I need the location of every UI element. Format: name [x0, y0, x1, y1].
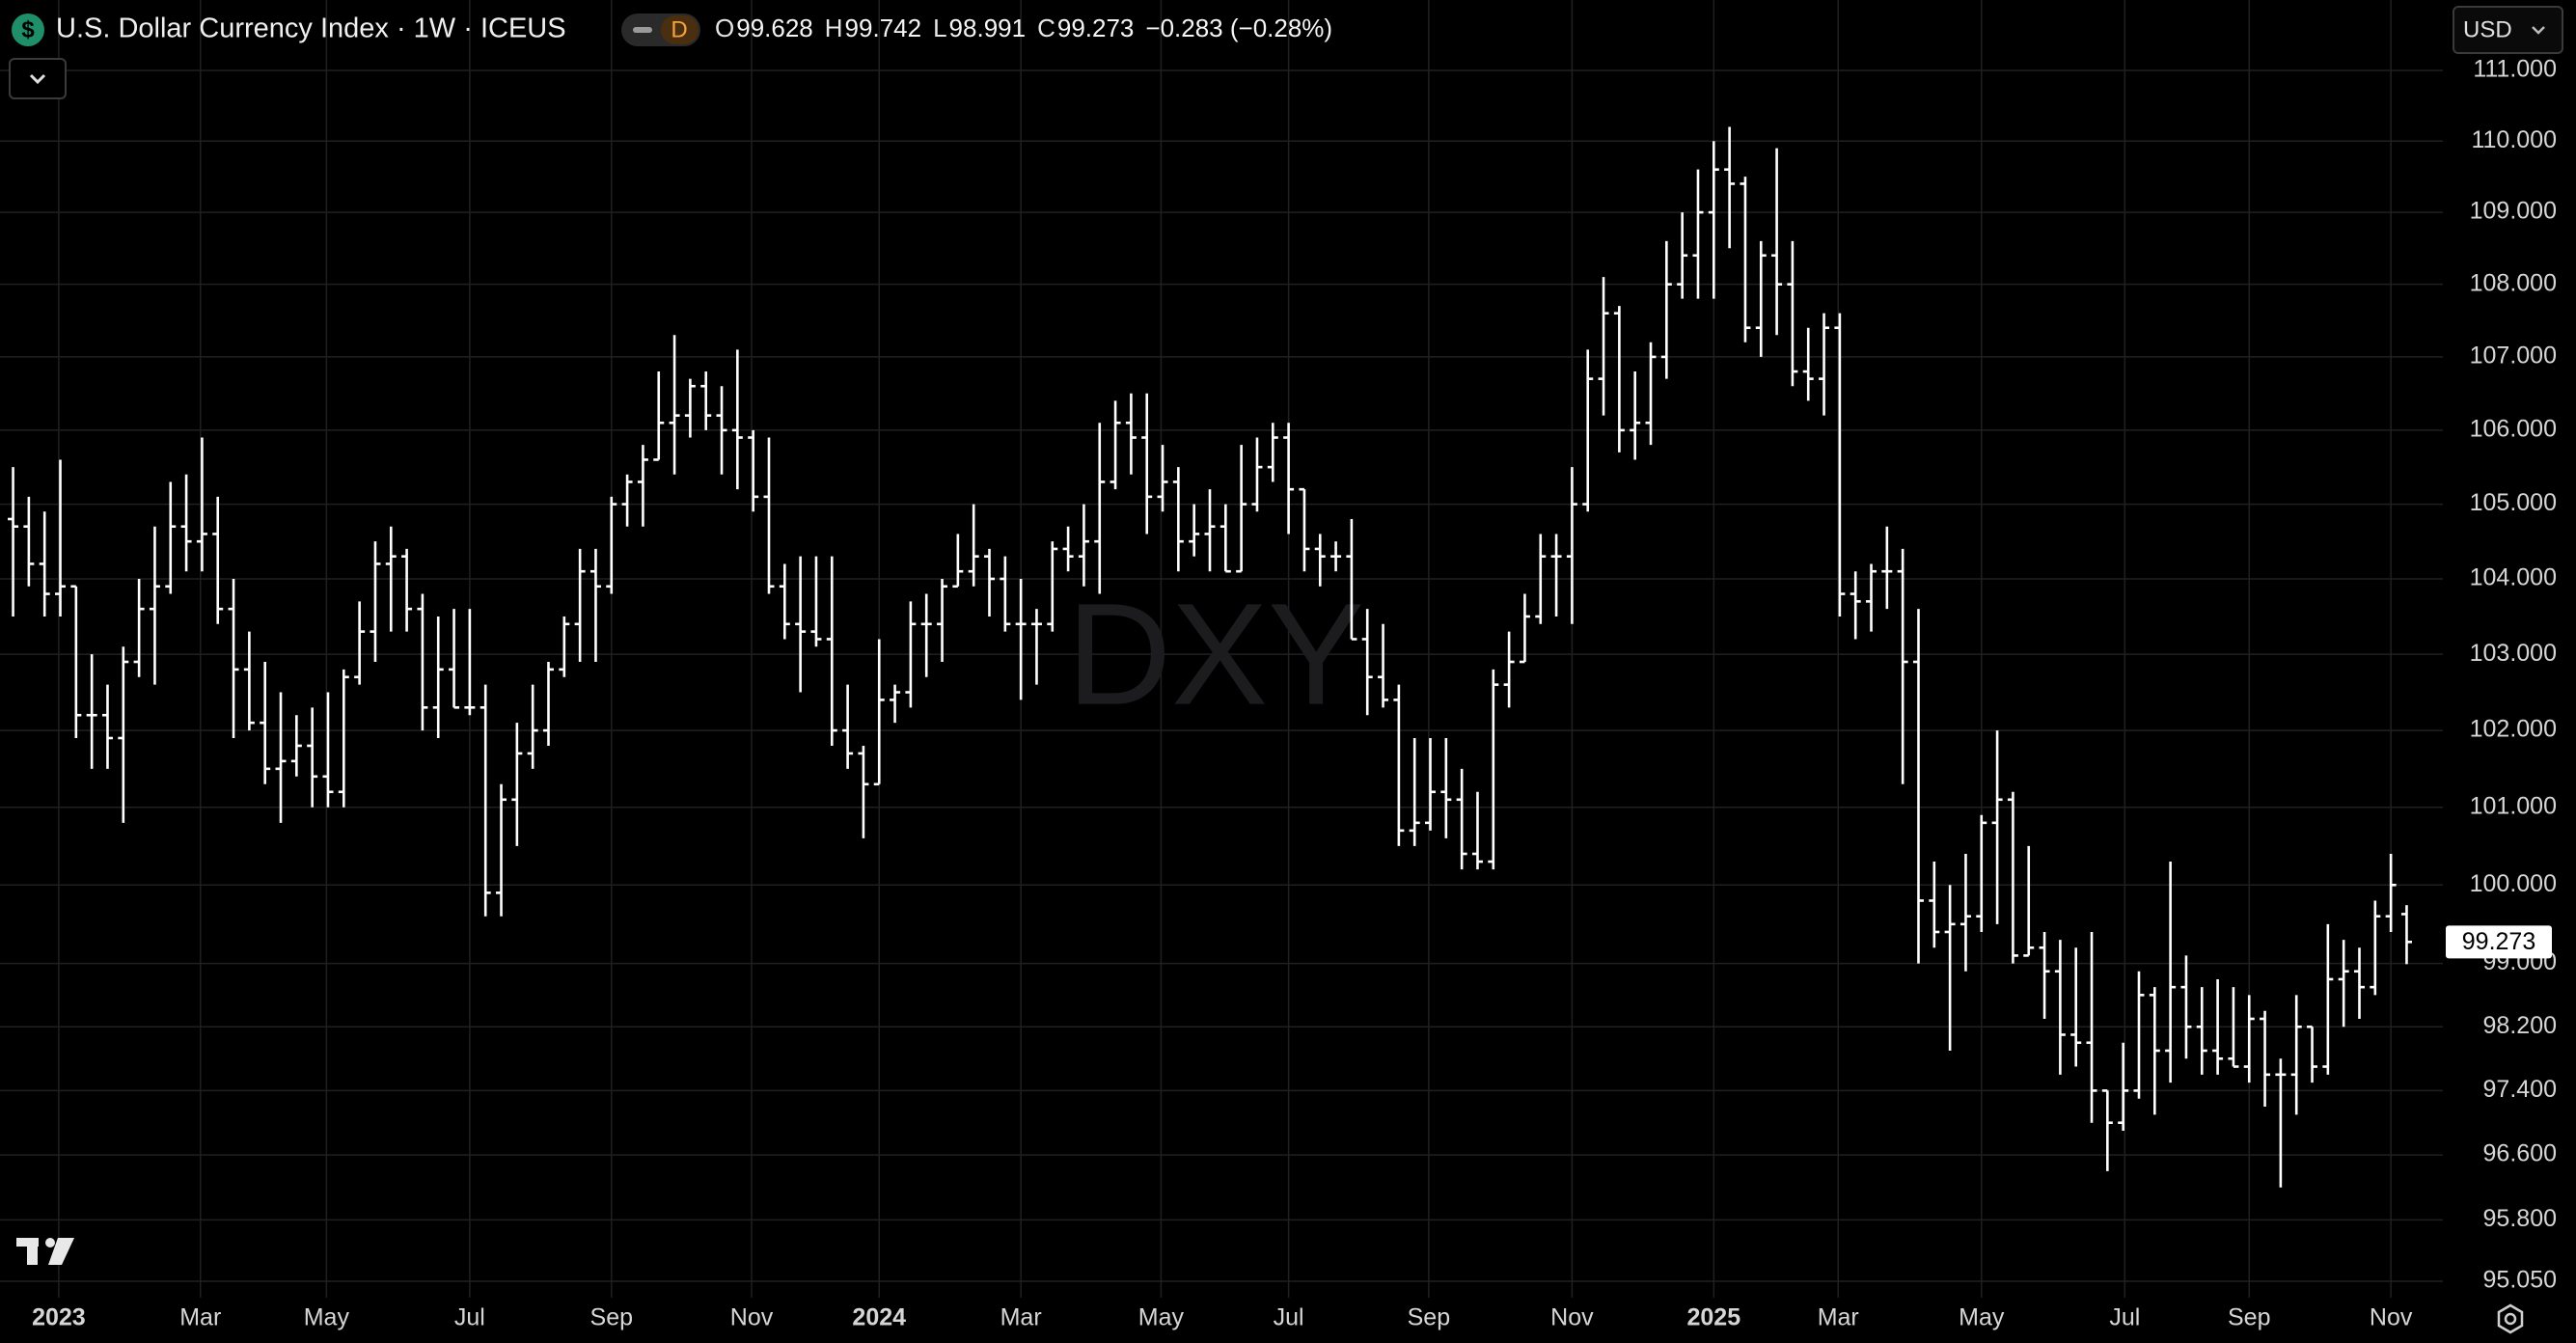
y-tick-label: 101.000: [2470, 792, 2557, 819]
x-tick-label: Mar: [179, 1304, 221, 1331]
x-tick-label: May: [304, 1304, 350, 1331]
x-tick-label: Sep: [1408, 1304, 1450, 1331]
y-tick-label: 104.000: [2470, 564, 2557, 591]
x-tick-label: Jul: [2109, 1304, 2140, 1331]
x-tick-label: May: [1138, 1304, 1185, 1331]
currency-button-text: USD: [2463, 16, 2512, 42]
symbol-icon-text: $: [21, 16, 35, 42]
ohlc-value: 99.273: [1057, 14, 1135, 42]
collapse-button[interactable]: [9, 58, 67, 99]
x-tick-label: Sep: [2228, 1304, 2270, 1331]
currency-button[interactable]: [2453, 6, 2563, 54]
ohlc-value: 99.742: [845, 14, 922, 42]
y-tick-label: 105.000: [2470, 489, 2557, 516]
y-tick-label: 109.000: [2470, 198, 2557, 225]
y-tick-label: 106.000: [2470, 415, 2557, 442]
last-price-box: [2446, 925, 2552, 959]
y-tick-label: 95.800: [2483, 1205, 2557, 1232]
x-tick-label: 2023: [32, 1304, 86, 1331]
ohlc-legend: O99.628 H99.742 L98.991 C99.273 −0.283 (−0.2…: [715, 14, 1332, 42]
watermark: DXY: [1067, 573, 1364, 735]
y-tick-label: 107.000: [2470, 343, 2557, 370]
y-tick-label: 100.000: [2470, 870, 2557, 897]
last-price-label: 99.273: [2462, 928, 2535, 955]
currency-chevron: [2532, 26, 2545, 35]
x-tick-label: Jul: [454, 1304, 485, 1331]
symbol-icon: [12, 14, 44, 46]
chevron-icon: [29, 73, 46, 85]
y-tick-label: 95.050: [2483, 1267, 2557, 1294]
x-tick-label: 2025: [1686, 1304, 1740, 1331]
y-tick-label: 108.000: [2470, 269, 2557, 296]
y-tick-label: 97.400: [2483, 1076, 2557, 1103]
x-tick-label: May: [1959, 1304, 2005, 1331]
ohlc-key: C: [1037, 14, 1055, 42]
settings-icon[interactable]: [2497, 1303, 2524, 1334]
symbol-title: U.S. Dollar Currency Index · 1W · ICEUS: [56, 14, 566, 44]
gear-center: [2504, 1312, 2517, 1326]
bars: [8, 126, 2412, 1188]
delay-badge-text: D: [671, 16, 687, 42]
y-tick-label: 103.000: [2470, 640, 2557, 667]
ohlc-value: 99.628: [736, 14, 813, 42]
x-tick-label: Mar: [1818, 1304, 1859, 1331]
gear-outline: [2497, 1303, 2524, 1334]
y-tick-label: 98.200: [2483, 1012, 2557, 1039]
ohlc-key: H: [825, 14, 843, 42]
logo-part: [45, 1238, 55, 1247]
x-tick-label: Nov: [730, 1304, 774, 1331]
ohlc-key: O: [715, 14, 734, 42]
x-tick-label: Sep: [590, 1304, 633, 1331]
x-tick-label: Nov: [2370, 1304, 2413, 1331]
ohlc-value: 98.991: [949, 14, 1027, 42]
logo-part: [27, 1238, 38, 1265]
ohlc-key: L: [933, 14, 946, 42]
y-tick-label: 102.000: [2470, 716, 2557, 743]
axes: 111.000 110.000 109.000 108.000 107.000 106.0…: [32, 56, 2557, 1331]
x-tick-label: Nov: [1550, 1304, 1594, 1331]
delay-badge: [661, 15, 699, 44]
x-tick-label: Jul: [1274, 1304, 1304, 1331]
y-tick-label: 96.600: [2483, 1140, 2557, 1167]
y-tick-label: 110.000: [2471, 126, 2557, 153]
x-tick-label: Mar: [1000, 1304, 1042, 1331]
x-tick-label: 2024: [852, 1304, 906, 1331]
logo: [16, 1238, 74, 1265]
logo-part: [48, 1238, 74, 1265]
y-tick-label: 111.000: [2473, 56, 2557, 83]
status-dash: [633, 27, 652, 33]
change-label: −0.283 (−0.28%): [1145, 14, 1332, 42]
